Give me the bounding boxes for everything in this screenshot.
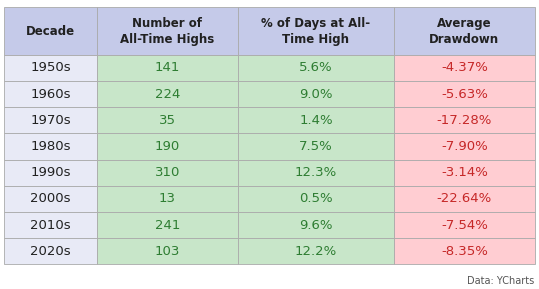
- Bar: [238, 160, 394, 186]
- Text: Decade: Decade: [26, 25, 75, 38]
- Bar: [394, 238, 535, 264]
- Text: 224: 224: [155, 88, 180, 101]
- Bar: [394, 107, 535, 134]
- Bar: [394, 160, 535, 186]
- Bar: [4, 160, 97, 186]
- Bar: [97, 212, 238, 238]
- Bar: [4, 55, 97, 81]
- Text: % of Days at All-
Time High: % of Days at All- Time High: [261, 16, 370, 45]
- Bar: [394, 134, 535, 160]
- Text: 13: 13: [159, 192, 176, 205]
- Bar: [394, 186, 535, 212]
- Text: 190: 190: [155, 140, 180, 153]
- Bar: [394, 81, 535, 107]
- Text: -5.63%: -5.63%: [441, 88, 488, 101]
- Bar: [238, 186, 394, 212]
- Text: 1980s: 1980s: [31, 140, 71, 153]
- Text: Data: YCharts: Data: YCharts: [467, 276, 535, 286]
- Text: 2020s: 2020s: [30, 245, 71, 258]
- Text: -17.28%: -17.28%: [437, 114, 492, 127]
- Bar: [97, 186, 238, 212]
- Text: 2010s: 2010s: [30, 219, 71, 231]
- Text: 2000s: 2000s: [31, 192, 71, 205]
- Text: 1950s: 1950s: [30, 61, 71, 74]
- Bar: [4, 81, 97, 107]
- Text: Average
Drawdown: Average Drawdown: [430, 16, 500, 45]
- Bar: [4, 238, 97, 264]
- Bar: [394, 55, 535, 81]
- Bar: [4, 107, 97, 134]
- Text: 1990s: 1990s: [31, 166, 71, 179]
- Bar: [97, 55, 238, 81]
- Bar: [238, 107, 394, 134]
- Bar: [238, 55, 394, 81]
- Bar: [238, 81, 394, 107]
- Text: 9.0%: 9.0%: [299, 88, 333, 101]
- Bar: [97, 7, 238, 55]
- Text: 35: 35: [159, 114, 176, 127]
- Bar: [4, 186, 97, 212]
- Text: 0.5%: 0.5%: [299, 192, 333, 205]
- Bar: [97, 107, 238, 134]
- Bar: [394, 7, 535, 55]
- Text: 1960s: 1960s: [31, 88, 71, 101]
- Bar: [97, 81, 238, 107]
- Text: 103: 103: [155, 245, 180, 258]
- Bar: [394, 212, 535, 238]
- Text: 241: 241: [155, 219, 180, 231]
- Text: -7.54%: -7.54%: [441, 219, 488, 231]
- Text: -22.64%: -22.64%: [437, 192, 492, 205]
- Text: 141: 141: [155, 61, 180, 74]
- Bar: [238, 212, 394, 238]
- Bar: [238, 134, 394, 160]
- Text: -4.37%: -4.37%: [441, 61, 488, 74]
- Text: 12.3%: 12.3%: [295, 166, 337, 179]
- Text: 1.4%: 1.4%: [299, 114, 333, 127]
- Bar: [97, 238, 238, 264]
- Bar: [97, 134, 238, 160]
- Text: -7.90%: -7.90%: [441, 140, 488, 153]
- Bar: [4, 134, 97, 160]
- Bar: [4, 212, 97, 238]
- Bar: [97, 160, 238, 186]
- Bar: [4, 7, 97, 55]
- Bar: [238, 238, 394, 264]
- Text: 7.5%: 7.5%: [299, 140, 333, 153]
- Text: 12.2%: 12.2%: [295, 245, 337, 258]
- Text: -8.35%: -8.35%: [441, 245, 488, 258]
- Text: Number of
All-Time Highs: Number of All-Time Highs: [120, 16, 215, 45]
- Text: 9.6%: 9.6%: [299, 219, 333, 231]
- Text: 310: 310: [155, 166, 180, 179]
- Text: 5.6%: 5.6%: [299, 61, 333, 74]
- Text: -3.14%: -3.14%: [441, 166, 488, 179]
- Text: 1970s: 1970s: [30, 114, 71, 127]
- Bar: [238, 7, 394, 55]
